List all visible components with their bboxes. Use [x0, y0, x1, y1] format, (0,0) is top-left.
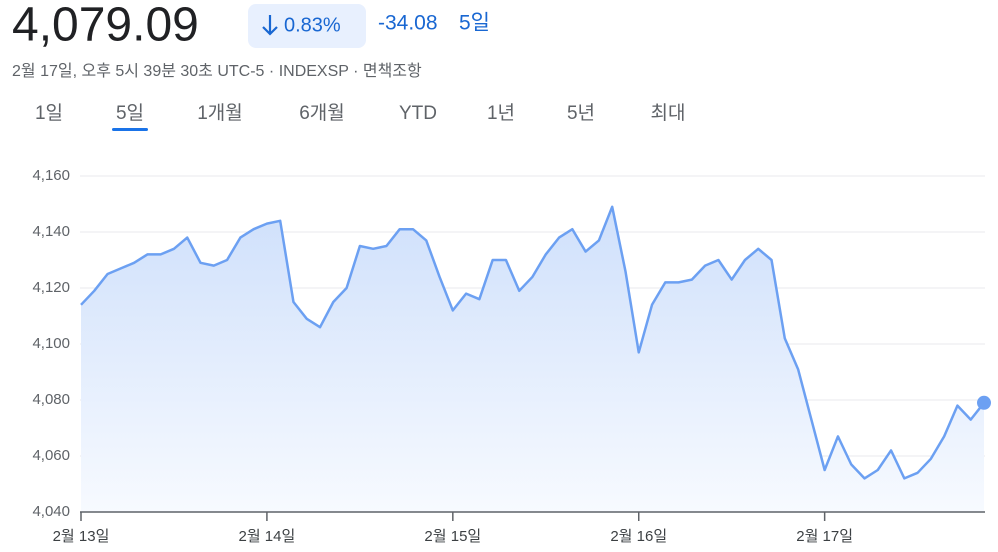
y-tick-label: 4,080 [32, 391, 70, 408]
y-tick-label: 4,040 [32, 503, 70, 520]
separator: · [349, 63, 363, 80]
x-tick-label: 2월 15일 [424, 528, 481, 545]
x-tick-label: 2월 16일 [610, 528, 667, 545]
disclaimer[interactable]: 면책조항 [363, 62, 422, 80]
range-tab[interactable]: 6개월 [299, 102, 345, 124]
exchange: INDEXSP [279, 63, 349, 80]
period: 5일 [459, 12, 490, 35]
price: 4,079.09 [12, 0, 199, 52]
area [81, 206, 984, 513]
price-line [80, 205, 985, 480]
range-tab[interactable]: 1개월 [197, 102, 243, 124]
range-tab[interactable]: 5년 [567, 102, 595, 124]
change-badge [248, 4, 366, 48]
down-arrow-icon [262, 15, 278, 36]
selected-tab-underline [112, 128, 148, 131]
y-tick-label: 4,140 [32, 223, 70, 240]
change-percent: 0.83% [284, 14, 341, 36]
range-tab[interactable]: 1일 [35, 102, 63, 124]
y-tick-label: 4,060 [32, 447, 70, 464]
range-tab[interactable]: 최대 [651, 102, 686, 124]
x-tick-label: 2월 13일 [53, 528, 110, 545]
subtitle: 2월 17일, 오후 5시 39분 30초 UTC-5 · INDEXSP · … [12, 62, 422, 80]
range-tab[interactable]: 5일 [116, 102, 144, 124]
timestamp: 2월 17일, 오후 5시 39분 30초 UTC-5 [12, 62, 265, 80]
x-tick-label: 2월 14일 [239, 528, 296, 545]
x-tick-label: 2월 17일 [796, 528, 853, 545]
y-tick-label: 4,100 [32, 335, 70, 352]
y-tick-label: 4,160 [32, 167, 70, 184]
range-tab[interactable]: 1년 [487, 102, 515, 124]
change-value: -34.08 [378, 12, 438, 35]
current-point [977, 395, 991, 410]
y-tick-label: 4,120 [32, 279, 70, 296]
range-tab[interactable]: YTD [399, 103, 437, 124]
range-tabs: 1일 5일 1개월 6개월 YTD 1년 5년 최대 [35, 102, 686, 131]
separator: · [264, 63, 278, 80]
chart: 4,040 4,060 4,080 4,100 4,120 4,140 4,160 2월 13… [32, 167, 991, 545]
